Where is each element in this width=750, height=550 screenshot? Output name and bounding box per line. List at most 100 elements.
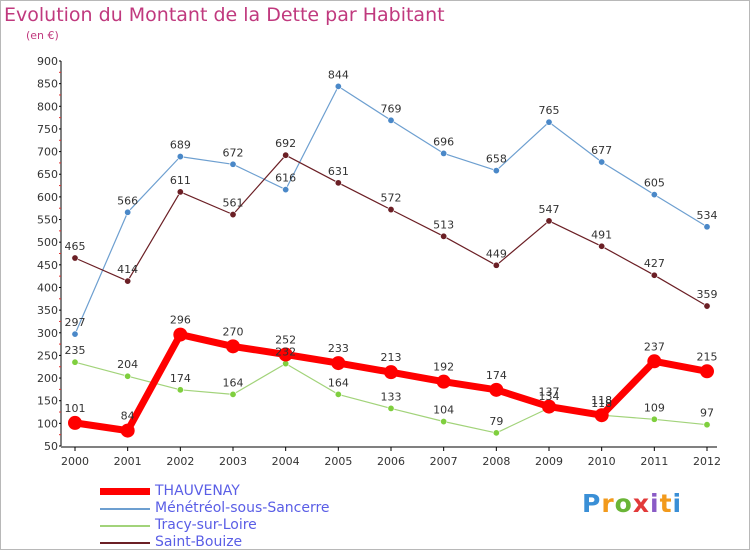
y-tick-label: 750: [37, 123, 58, 136]
data-point-thauvenay: [594, 408, 609, 423]
legend-swatch: [100, 525, 150, 527]
data-label-saint-bouize: 491: [591, 228, 612, 241]
data-point-tracy-sur-loire: [176, 386, 184, 394]
data-label-saint-bouize: 631: [328, 165, 349, 178]
data-label-thauvenay: 84: [121, 410, 135, 423]
data-label-tracy-sur-loire: 232: [275, 346, 296, 359]
data-point-m-n-tr-ol-sous-sancerre: [650, 191, 658, 199]
data-label-thauvenay: 270: [223, 325, 244, 338]
data-label-tracy-sur-loire: 97: [700, 407, 714, 420]
legend-label: Tracy-sur-Loire: [155, 517, 257, 533]
x-tick-label: 2004: [272, 455, 300, 468]
data-label-m-n-tr-ol-sous-sancerre: 616: [275, 172, 296, 185]
data-label-tracy-sur-loire: 164: [223, 376, 244, 389]
data-point-saint-bouize: [440, 232, 448, 240]
data-label-tracy-sur-loire: 134: [539, 390, 560, 403]
data-label-m-n-tr-ol-sous-sancerre: 765: [539, 104, 560, 117]
x-tick-label: 2007: [430, 455, 458, 468]
y-tick-label: 650: [37, 168, 58, 181]
data-label-thauvenay: 118: [591, 394, 612, 407]
x-tick-label: 2008: [482, 455, 510, 468]
data-point-tracy-sur-loire: [650, 415, 658, 423]
proxiti-logo: Proxiti: [582, 489, 683, 518]
x-tick-label: 2003: [219, 455, 247, 468]
data-point-tracy-sur-loire: [703, 421, 711, 429]
data-label-m-n-tr-ol-sous-sancerre: 605: [644, 177, 665, 190]
data-point-m-n-tr-ol-sous-sancerre: [492, 167, 500, 175]
data-label-m-n-tr-ol-sous-sancerre: 297: [65, 316, 86, 329]
data-point-tracy-sur-loire: [492, 429, 500, 437]
data-point-tracy-sur-loire: [124, 372, 132, 380]
data-point-saint-bouize: [703, 302, 711, 310]
x-tick-label: 2006: [377, 455, 405, 468]
data-label-thauvenay: 233: [328, 342, 349, 355]
chart-subtitle: (en €): [26, 29, 59, 42]
data-point-thauvenay: [331, 356, 346, 371]
data-label-tracy-sur-loire: 133: [381, 390, 402, 403]
data-label-m-n-tr-ol-sous-sancerre: 844: [328, 68, 349, 81]
x-tick-label: 2000: [61, 455, 89, 468]
y-tick-label: 800: [37, 100, 58, 113]
data-label-thauvenay: 101: [65, 402, 86, 415]
y-tick-label: 200: [37, 372, 58, 385]
y-tick-label: 250: [37, 349, 58, 362]
x-tick-label: 2011: [640, 455, 668, 468]
legend-swatch: [100, 542, 150, 544]
data-label-tracy-sur-loire: 235: [65, 344, 86, 357]
data-label-tracy-sur-loire: 79: [489, 415, 503, 428]
chart-series: [68, 82, 714, 438]
y-tick-label: 400: [37, 281, 58, 294]
data-point-saint-bouize: [545, 217, 553, 225]
data-label-thauvenay: 213: [381, 351, 402, 364]
data-label-saint-bouize: 547: [539, 203, 560, 216]
data-label-tracy-sur-loire: 104: [433, 404, 454, 417]
y-tick-label: 850: [37, 78, 58, 91]
y-tick-label: 50: [44, 440, 58, 453]
chart-axes: 50 100 150 200 250 300 350 400 450 500 550 600 650 70…: [37, 55, 721, 468]
data-label-thauvenay: 174: [486, 369, 507, 382]
data-point-thauvenay: [120, 423, 135, 438]
data-point-saint-bouize: [71, 254, 79, 262]
data-label-m-n-tr-ol-sous-sancerre: 672: [223, 146, 244, 159]
legend-label: Ménétréol-sous-Sancerre: [155, 500, 330, 516]
y-tick-label: 300: [37, 327, 58, 340]
data-label-thauvenay: 252: [275, 334, 296, 347]
data-label-saint-bouize: 359: [697, 288, 718, 301]
data-label-saint-bouize: 611: [170, 174, 191, 187]
data-point-saint-bouize: [282, 151, 290, 159]
data-label-m-n-tr-ol-sous-sancerre: 658: [486, 153, 507, 166]
data-label-m-n-tr-ol-sous-sancerre: 696: [433, 135, 454, 148]
chart-data-labels: 297 566 689 672 616 844 769 696 658 765 677 605 534 4…: [65, 68, 718, 428]
data-point-thauvenay: [68, 415, 82, 430]
data-point-saint-bouize: [334, 179, 342, 187]
data-point-m-n-tr-ol-sous-sancerre: [598, 158, 606, 166]
legend-label: THAUVENAY: [155, 483, 240, 499]
data-point-thauvenay: [489, 382, 504, 397]
y-tick-label: 700: [37, 146, 58, 159]
data-label-m-n-tr-ol-sous-sancerre: 677: [591, 144, 612, 157]
legend-label: Saint-Bouize: [155, 534, 243, 550]
x-tick-label: 2005: [324, 455, 352, 468]
data-point-thauvenay: [647, 354, 662, 369]
data-label-m-n-tr-ol-sous-sancerre: 769: [381, 102, 402, 115]
data-label-saint-bouize: 427: [644, 257, 665, 270]
data-label-m-n-tr-ol-sous-sancerre: 566: [117, 194, 138, 207]
data-point-saint-bouize: [598, 242, 606, 250]
data-point-m-n-tr-ol-sous-sancerre: [71, 330, 79, 338]
data-point-thauvenay: [542, 399, 556, 414]
data-point-m-n-tr-ol-sous-sancerre: [387, 116, 395, 124]
y-tick-label: 450: [37, 259, 58, 272]
data-point-tracy-sur-loire: [71, 358, 79, 366]
data-point-m-n-tr-ol-sous-sancerre: [703, 223, 711, 231]
data-label-thauvenay: 215: [697, 350, 718, 363]
data-point-thauvenay: [173, 327, 188, 342]
data-label-saint-bouize: 572: [381, 192, 402, 205]
y-tick-label: 900: [37, 55, 58, 68]
x-tick-label: 2002: [166, 455, 194, 468]
data-point-tracy-sur-loire: [387, 404, 395, 412]
x-tick-label: 2010: [588, 455, 616, 468]
data-point-thauvenay: [700, 364, 714, 379]
data-point-thauvenay: [436, 374, 451, 389]
y-tick-label: 550: [37, 214, 58, 227]
data-point-saint-bouize: [176, 188, 184, 196]
